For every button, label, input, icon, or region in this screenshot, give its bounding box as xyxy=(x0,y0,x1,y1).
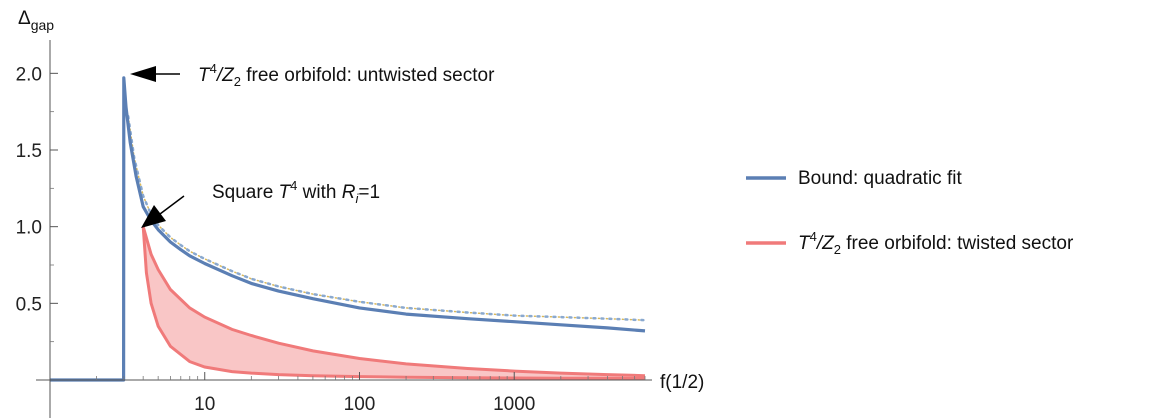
annotation-square-t4: Square T4 with Ri=1 xyxy=(141,178,380,228)
twisted-sector-lower-line xyxy=(141,226,646,380)
y-axis-label-main: Δ xyxy=(18,8,31,29)
x-axis-label: f(1/2) xyxy=(660,372,704,393)
annotation-square-arrowhead xyxy=(141,205,166,228)
twisted-sector-fill xyxy=(143,226,645,379)
x-tick-label: 1000 xyxy=(493,394,535,415)
annotation-square-text: Square T4 with Ri=1 xyxy=(212,178,380,206)
x-minor-ticks xyxy=(96,376,646,380)
y-tick-label: 0.5 xyxy=(16,294,42,315)
y-axis-label: Δgap xyxy=(18,8,54,33)
x-tick-label: 100 xyxy=(344,394,376,415)
y-axis-label-sub: gap xyxy=(31,17,55,33)
annotation-untwisted-sector: T4/Z2 free orbifold: untwisted sector xyxy=(130,61,495,89)
numerical-bound-dotted-accent xyxy=(127,115,646,321)
y-tick-label: 2.0 xyxy=(16,64,42,85)
twisted-sector-upper-line xyxy=(141,226,646,378)
annotation-untwisted-text: T4/Z2 free orbifold: untwisted sector xyxy=(198,61,495,89)
legend-label-bound: Bound: quadratic fit xyxy=(798,168,962,189)
y-tick-label: 1.0 xyxy=(16,218,42,239)
legend: Bound: quadratic fit T4/Z2 free orbifold… xyxy=(746,168,1074,257)
legend-label-twisted: T4/Z2 free orbifold: twisted sector xyxy=(798,229,1074,257)
x-major-ticks: 10 100 1000 xyxy=(194,372,535,415)
bound-quadratic-fit-line xyxy=(50,76,646,382)
annotation-untwisted-arrowhead xyxy=(130,66,156,82)
y-tick-label: 1.5 xyxy=(16,141,42,162)
y-ticks: 0.5 1.0 1.5 2.0 xyxy=(16,64,58,343)
annotation-square-arrow-line xyxy=(159,195,185,215)
x-tick-label: 10 xyxy=(194,394,215,415)
numerical-bound-dotted-line xyxy=(126,115,647,322)
